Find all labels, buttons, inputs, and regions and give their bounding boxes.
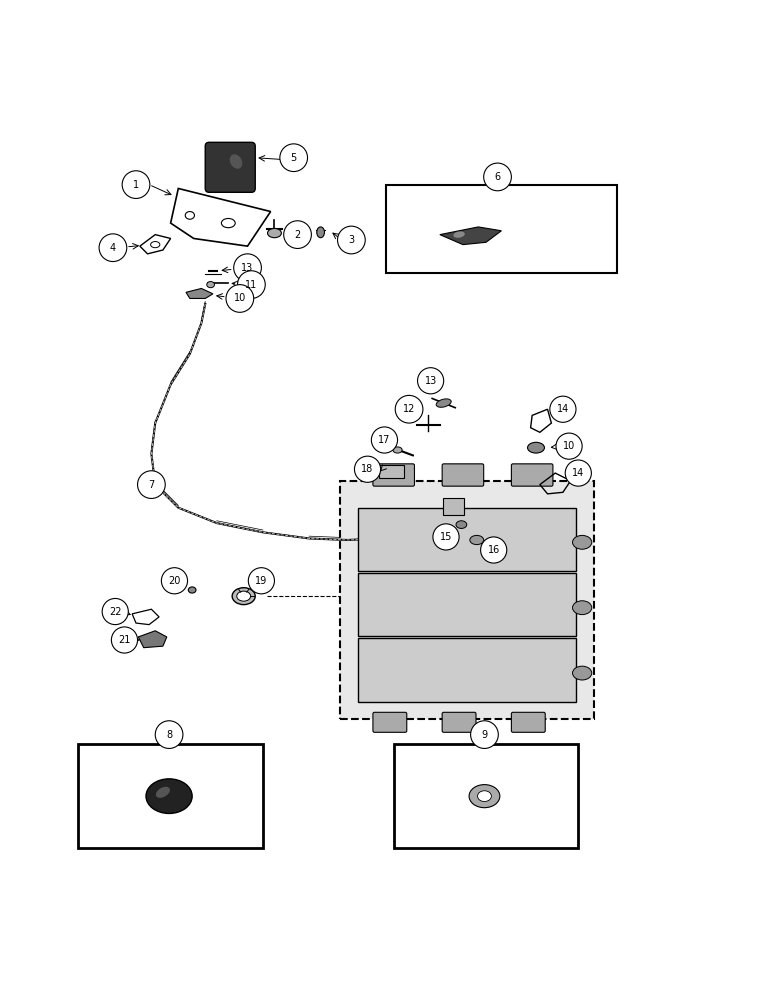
- Ellipse shape: [573, 666, 592, 680]
- FancyBboxPatch shape: [379, 465, 404, 478]
- Ellipse shape: [232, 588, 256, 605]
- Circle shape: [279, 144, 307, 172]
- FancyBboxPatch shape: [357, 508, 576, 571]
- Ellipse shape: [146, 779, 192, 813]
- Polygon shape: [440, 227, 501, 245]
- Ellipse shape: [453, 231, 465, 238]
- Circle shape: [122, 171, 150, 198]
- Text: 1: 1: [133, 180, 139, 190]
- Circle shape: [155, 721, 183, 748]
- Text: 16: 16: [488, 545, 499, 555]
- Text: 3: 3: [348, 235, 354, 245]
- Ellipse shape: [207, 282, 215, 288]
- Ellipse shape: [185, 212, 195, 219]
- Ellipse shape: [469, 785, 499, 808]
- Text: 18: 18: [361, 464, 374, 474]
- Text: 12: 12: [403, 404, 415, 414]
- Circle shape: [137, 471, 165, 498]
- Text: 7: 7: [148, 480, 154, 490]
- Ellipse shape: [436, 399, 451, 407]
- FancyBboxPatch shape: [357, 638, 576, 702]
- Ellipse shape: [230, 154, 242, 169]
- Ellipse shape: [317, 227, 324, 238]
- FancyBboxPatch shape: [394, 744, 578, 848]
- Circle shape: [283, 221, 311, 248]
- Circle shape: [337, 226, 365, 254]
- Circle shape: [161, 568, 188, 594]
- FancyBboxPatch shape: [442, 464, 484, 486]
- Circle shape: [111, 627, 137, 653]
- Ellipse shape: [268, 228, 281, 238]
- Ellipse shape: [188, 587, 196, 593]
- Circle shape: [99, 234, 127, 262]
- Circle shape: [471, 721, 498, 748]
- Circle shape: [395, 395, 423, 423]
- FancyBboxPatch shape: [511, 464, 553, 486]
- Circle shape: [484, 163, 511, 191]
- Circle shape: [433, 524, 459, 550]
- Text: 22: 22: [109, 607, 121, 617]
- Text: 17: 17: [378, 435, 391, 445]
- Circle shape: [354, 456, 381, 482]
- Ellipse shape: [393, 447, 402, 453]
- FancyBboxPatch shape: [386, 185, 617, 273]
- Circle shape: [556, 433, 582, 459]
- Text: 15: 15: [440, 532, 452, 542]
- FancyBboxPatch shape: [205, 142, 256, 192]
- Text: 10: 10: [234, 293, 246, 303]
- Text: 19: 19: [256, 576, 268, 586]
- FancyBboxPatch shape: [511, 712, 545, 732]
- Ellipse shape: [237, 591, 251, 601]
- Ellipse shape: [573, 601, 592, 615]
- Text: 10: 10: [563, 441, 575, 451]
- Ellipse shape: [478, 791, 492, 802]
- Circle shape: [418, 368, 444, 394]
- Circle shape: [226, 285, 254, 312]
- Circle shape: [481, 537, 506, 563]
- Ellipse shape: [470, 535, 484, 545]
- FancyBboxPatch shape: [357, 573, 576, 636]
- Text: 14: 14: [572, 468, 584, 478]
- Text: 8: 8: [166, 730, 172, 740]
- FancyBboxPatch shape: [340, 481, 594, 719]
- Text: 13: 13: [242, 263, 254, 273]
- Text: 14: 14: [557, 404, 569, 414]
- FancyBboxPatch shape: [443, 498, 464, 515]
- Circle shape: [249, 568, 275, 594]
- Circle shape: [565, 460, 591, 486]
- Text: 2: 2: [294, 230, 300, 240]
- Text: 6: 6: [495, 172, 500, 182]
- Polygon shape: [186, 288, 213, 298]
- FancyBboxPatch shape: [78, 744, 263, 848]
- Text: 4: 4: [110, 243, 116, 253]
- Circle shape: [550, 396, 576, 422]
- Ellipse shape: [151, 242, 160, 248]
- Polygon shape: [138, 631, 167, 648]
- Circle shape: [238, 271, 266, 298]
- Text: 11: 11: [245, 280, 258, 290]
- Text: 20: 20: [168, 576, 181, 586]
- Ellipse shape: [156, 787, 170, 798]
- Circle shape: [102, 598, 128, 625]
- FancyBboxPatch shape: [373, 464, 415, 486]
- Text: 5: 5: [290, 153, 296, 163]
- FancyBboxPatch shape: [373, 712, 407, 732]
- Circle shape: [234, 254, 262, 282]
- Text: 13: 13: [425, 376, 437, 386]
- Text: 9: 9: [482, 730, 488, 740]
- Circle shape: [371, 427, 398, 453]
- Text: 21: 21: [118, 635, 130, 645]
- Ellipse shape: [527, 442, 544, 453]
- Ellipse shape: [573, 535, 592, 549]
- Ellipse shape: [456, 521, 467, 528]
- Ellipse shape: [222, 218, 235, 228]
- FancyBboxPatch shape: [442, 712, 476, 732]
